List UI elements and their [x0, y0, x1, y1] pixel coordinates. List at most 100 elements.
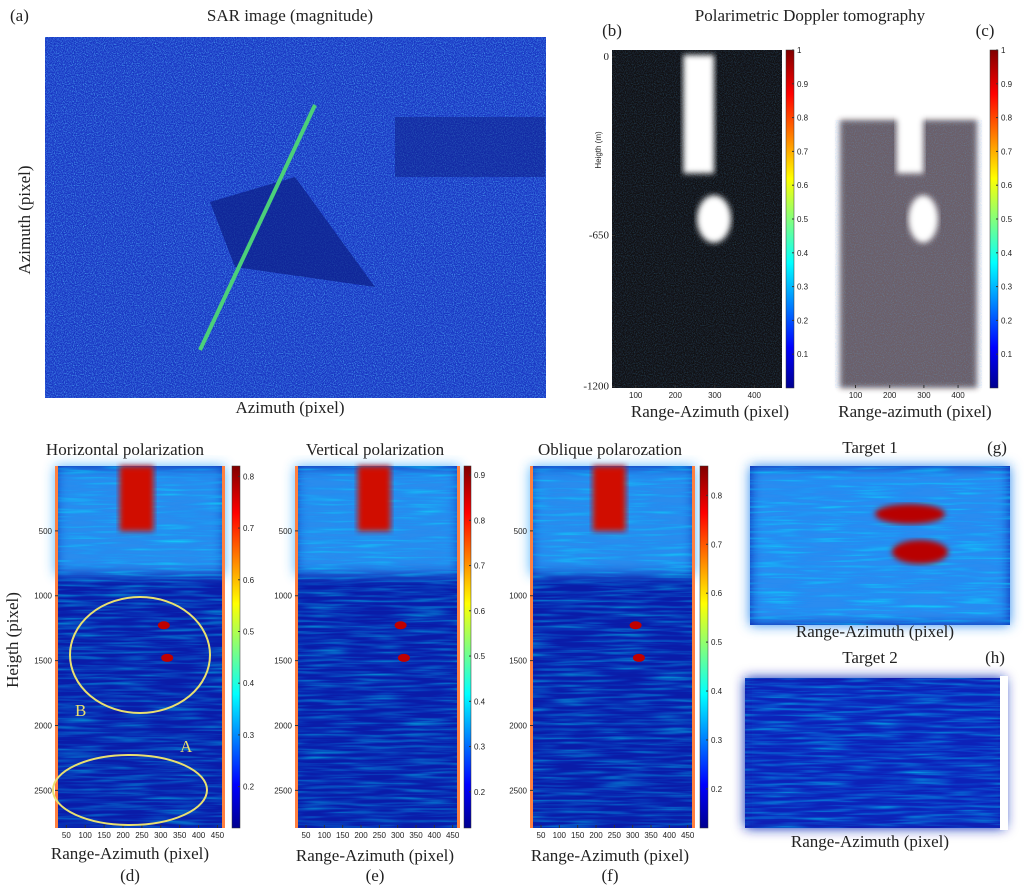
hot-spot — [629, 621, 642, 630]
y-tick-label: 2000 — [509, 721, 527, 730]
x-tick-label: 300 — [917, 391, 931, 400]
colorbar — [231, 465, 241, 829]
x-tick-label: 50 — [302, 831, 311, 840]
colorbar-tick-label: 0.3 — [711, 736, 723, 745]
y-tick-label: -1200 — [583, 381, 609, 393]
x-tick-label: 100 — [79, 831, 93, 840]
colorbar-tick-label: 0.4 — [243, 679, 255, 688]
y-tick-label: 2500 — [274, 786, 292, 795]
bright-spot — [697, 195, 731, 243]
hot-spot — [394, 621, 407, 630]
speckle — [750, 466, 1010, 625]
y-tick-label: 0 — [604, 51, 610, 63]
x-tick-label: 100 — [553, 831, 567, 840]
hot-spot — [632, 653, 645, 662]
x-tick-label: 400 — [428, 831, 442, 840]
x-axis-label: Range-Azimuth (pixel) — [791, 832, 949, 851]
colorbar-tick-label: 0.2 — [243, 783, 255, 792]
y-tick-label: 2500 — [34, 786, 52, 795]
x-tick-label: 450 — [211, 831, 225, 840]
x-tick-label: 400 — [748, 391, 762, 400]
x-tick-label: 350 — [644, 831, 658, 840]
edge — [530, 466, 533, 828]
y-tick-label: 1000 — [509, 592, 527, 601]
hot-spot — [161, 653, 174, 662]
dark-region — [210, 177, 375, 287]
annotation: B — [75, 701, 86, 720]
colorbar-tick-label: 0.2 — [1001, 316, 1013, 325]
y-tick-label: 1500 — [34, 657, 52, 666]
colorbar-tick-label: 0.8 — [797, 114, 809, 123]
x-tick-label: 100 — [629, 391, 643, 400]
y-axis-label: Heigth (m) — [594, 131, 603, 169]
panel-title: Target 2 — [842, 648, 898, 667]
panel: 0.2 0.3 0.4 0.5 0.6 0.7 0.8 50 100 150 200 250 300 35… — [509, 440, 722, 885]
x-tick-label: 50 — [62, 831, 71, 840]
panel: 0.1 0.2 0.3 0.4 0.5 0.6 0.7 0.8 0.9 1 100 200 300 400… — [835, 21, 1013, 421]
panel-label: (g) — [987, 438, 1007, 457]
panel-title: Target 1 — [842, 438, 898, 457]
colorbar-tick-label: 0.8 — [1001, 114, 1013, 123]
x-tick-label: 450 — [446, 831, 460, 840]
colorbar-tick-label: 0.1 — [797, 350, 809, 359]
bright-column — [683, 55, 714, 174]
x-axis-label: Range-Azimuth (pixel) — [796, 622, 954, 641]
panel-title: Vertical polarization — [306, 440, 445, 459]
colorbar-tick-label: 0.7 — [797, 147, 809, 156]
colorbar-tick-label: 0.9 — [474, 471, 486, 480]
edge — [295, 466, 298, 828]
hot-spot — [875, 504, 945, 524]
edge — [457, 466, 460, 828]
panel: 0.2 0.3 0.4 0.5 0.6 0.7 0.8 0.9 50 100 150 200 250 30… — [274, 440, 485, 885]
y-axis-label: Azimuth (pixel) — [15, 165, 34, 274]
y-tick-label: 1000 — [274, 592, 292, 601]
bright-spot — [908, 195, 938, 243]
colorbar-tick-label: 0.4 — [474, 697, 486, 706]
x-tick-label: 100 — [849, 391, 863, 400]
colorbar-tick-label: 0.7 — [711, 540, 723, 549]
panel-title: Oblique polarozation — [538, 440, 682, 459]
colorbar-tick-label: 0.5 — [243, 627, 255, 636]
x-tick-label: 150 — [336, 831, 350, 840]
x-axis-label: Range-Azimuth (pixel) — [631, 402, 789, 421]
x-tick-label: 250 — [373, 831, 387, 840]
colorbar-tick-label: 0.9 — [797, 80, 809, 89]
colorbar-tick-label: 0.7 — [474, 562, 486, 571]
image — [612, 50, 782, 388]
x-tick-label: 100 — [318, 831, 332, 840]
x-tick-label: 300 — [626, 831, 640, 840]
colorbar-tick-label: 0.8 — [243, 472, 255, 481]
y-tick-label: 500 — [39, 527, 53, 536]
colorbar-tick-label: 0.4 — [711, 687, 723, 696]
x-axis-label: Range-Azimuth (pixel) — [531, 846, 689, 865]
x-tick-label: 200 — [883, 391, 897, 400]
y-tick-label: -650 — [589, 229, 610, 241]
image — [295, 466, 460, 828]
x-tick-label: 250 — [608, 831, 622, 840]
image — [45, 37, 546, 398]
x-tick-label: 300 — [391, 831, 405, 840]
profile-line — [198, 104, 317, 351]
x-tick-label: 150 — [97, 831, 111, 840]
x-axis-label: Azimuth (pixel) — [235, 398, 344, 417]
y-tick-label: 1500 — [509, 657, 527, 666]
x-axis-label: Range-Azimuth (pixel) — [51, 844, 209, 863]
colorbar-tick-label: 0.2 — [797, 316, 809, 325]
colorbar-tick-label: 0.6 — [797, 181, 809, 190]
colorbar-tick-label: 0.7 — [1001, 147, 1013, 156]
edge — [222, 466, 225, 828]
colorbar-tick-label: 1 — [797, 46, 802, 55]
colorbar-tick-label: 0.2 — [474, 788, 486, 797]
panel: (a) SAR image (magnitude) Azimuth (pixel) A… — [10, 6, 546, 417]
edge — [692, 466, 695, 828]
hot-column — [592, 466, 626, 532]
y-tick-label: 500 — [279, 527, 293, 536]
hot-spot — [397, 653, 410, 662]
panel: (g) Target 1 Range-Azimuth (pixel) — [750, 438, 1010, 641]
bright-column — [896, 55, 924, 174]
hot-spot — [157, 621, 170, 630]
image — [750, 466, 1010, 625]
colorbar-tick-label: 0.3 — [243, 731, 255, 740]
colorbar-tick-label: 0.3 — [1001, 283, 1013, 292]
x-tick-label: 400 — [192, 831, 206, 840]
